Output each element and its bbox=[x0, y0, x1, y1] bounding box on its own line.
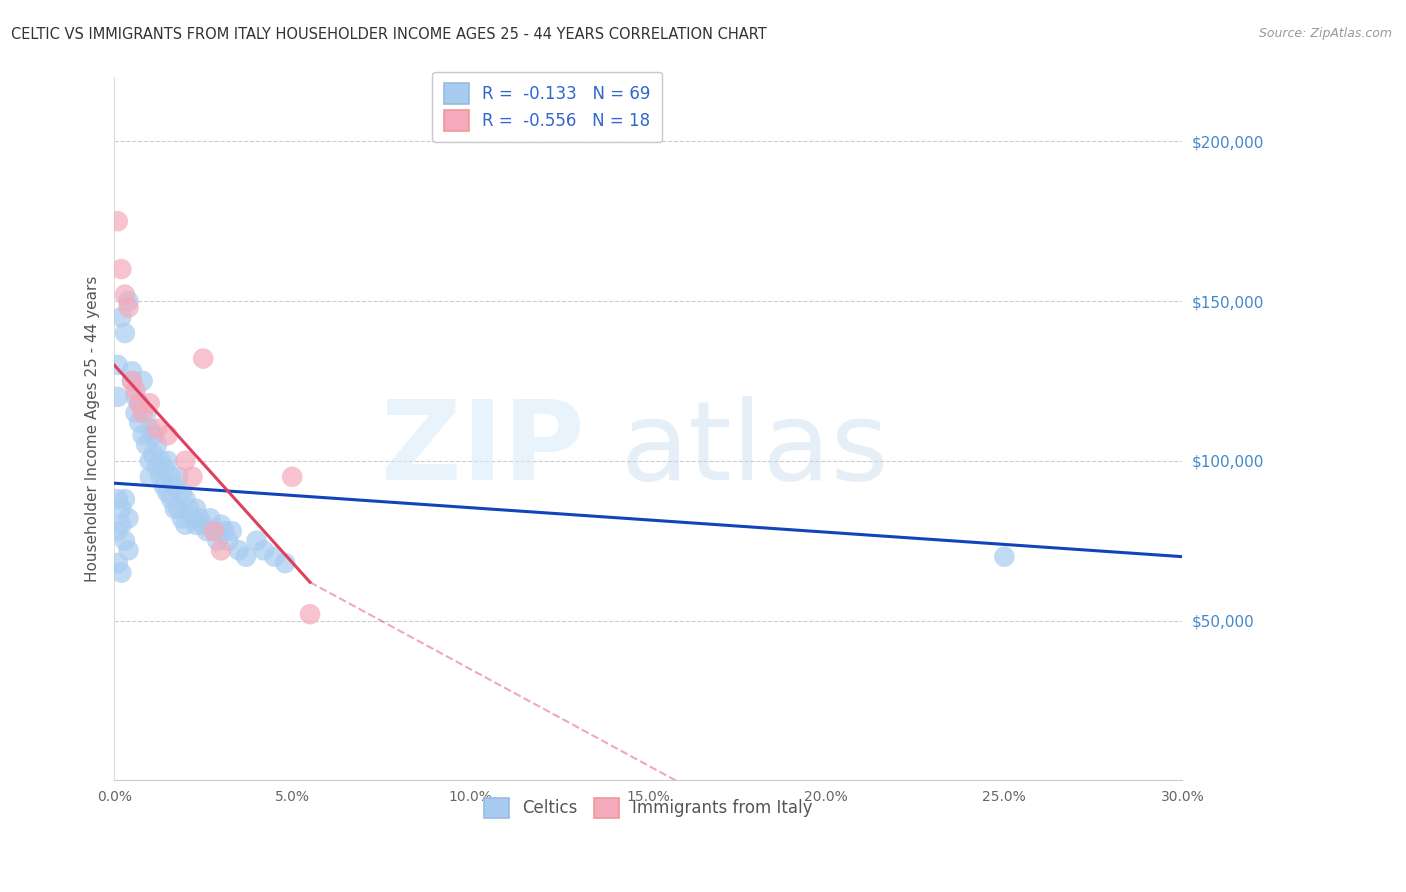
Text: ZIP: ZIP bbox=[381, 396, 583, 503]
Point bbox=[149, 470, 172, 484]
Point bbox=[167, 501, 190, 516]
Point bbox=[170, 485, 193, 500]
Point bbox=[107, 524, 129, 538]
Point bbox=[993, 549, 1015, 564]
Point bbox=[263, 549, 285, 564]
Legend: Celtics, Immigrants from Italy: Celtics, Immigrants from Italy bbox=[477, 791, 820, 825]
Point bbox=[274, 556, 297, 570]
Point bbox=[139, 470, 162, 484]
Point bbox=[135, 406, 157, 420]
Point bbox=[124, 384, 146, 398]
Point bbox=[188, 511, 211, 525]
Point bbox=[209, 543, 232, 558]
Point bbox=[181, 470, 204, 484]
Point bbox=[146, 438, 169, 452]
Point bbox=[160, 492, 183, 507]
Point bbox=[110, 262, 132, 277]
Point bbox=[163, 501, 186, 516]
Point bbox=[202, 524, 225, 538]
Point bbox=[174, 492, 197, 507]
Point bbox=[193, 351, 215, 366]
Point bbox=[124, 390, 146, 404]
Point bbox=[235, 549, 257, 564]
Point bbox=[107, 492, 129, 507]
Point bbox=[114, 287, 136, 301]
Point bbox=[209, 517, 232, 532]
Point bbox=[281, 470, 304, 484]
Point bbox=[121, 374, 143, 388]
Point bbox=[298, 607, 321, 622]
Point bbox=[246, 533, 269, 548]
Y-axis label: Householder Income Ages 25 - 44 years: Householder Income Ages 25 - 44 years bbox=[86, 276, 100, 582]
Point bbox=[228, 543, 250, 558]
Point bbox=[139, 454, 162, 468]
Point bbox=[107, 390, 129, 404]
Point bbox=[107, 358, 129, 372]
Point bbox=[149, 454, 172, 468]
Point bbox=[195, 524, 218, 538]
Point bbox=[114, 533, 136, 548]
Point bbox=[128, 396, 150, 410]
Point bbox=[156, 454, 179, 468]
Point bbox=[124, 406, 146, 420]
Point bbox=[121, 364, 143, 378]
Point bbox=[184, 517, 207, 532]
Point bbox=[181, 511, 204, 525]
Point bbox=[153, 460, 176, 475]
Point bbox=[121, 374, 143, 388]
Point bbox=[110, 501, 132, 516]
Point bbox=[117, 543, 139, 558]
Point bbox=[200, 511, 222, 525]
Point bbox=[142, 447, 165, 461]
Point bbox=[217, 533, 239, 548]
Point bbox=[117, 294, 139, 309]
Point bbox=[139, 396, 162, 410]
Point bbox=[128, 396, 150, 410]
Point bbox=[117, 301, 139, 315]
Point bbox=[131, 374, 153, 388]
Point bbox=[114, 326, 136, 340]
Point bbox=[117, 511, 139, 525]
Point bbox=[177, 501, 200, 516]
Point bbox=[114, 492, 136, 507]
Point bbox=[128, 416, 150, 430]
Point bbox=[156, 428, 179, 442]
Point bbox=[156, 485, 179, 500]
Point bbox=[170, 511, 193, 525]
Point bbox=[167, 470, 190, 484]
Text: CELTIC VS IMMIGRANTS FROM ITALY HOUSEHOLDER INCOME AGES 25 - 44 YEARS CORRELATIO: CELTIC VS IMMIGRANTS FROM ITALY HOUSEHOL… bbox=[11, 27, 768, 42]
Point bbox=[142, 428, 165, 442]
Point bbox=[146, 460, 169, 475]
Point bbox=[202, 524, 225, 538]
Point bbox=[253, 543, 276, 558]
Point bbox=[214, 524, 236, 538]
Point bbox=[174, 517, 197, 532]
Point bbox=[110, 566, 132, 580]
Point bbox=[110, 310, 132, 324]
Point bbox=[146, 422, 169, 436]
Point bbox=[221, 524, 243, 538]
Point bbox=[131, 406, 153, 420]
Point bbox=[110, 517, 132, 532]
Point bbox=[131, 428, 153, 442]
Point bbox=[193, 517, 215, 532]
Point bbox=[135, 438, 157, 452]
Point bbox=[163, 479, 186, 493]
Point bbox=[153, 479, 176, 493]
Text: atlas: atlas bbox=[621, 396, 890, 503]
Text: Source: ZipAtlas.com: Source: ZipAtlas.com bbox=[1258, 27, 1392, 40]
Point bbox=[107, 214, 129, 228]
Point bbox=[184, 501, 207, 516]
Point bbox=[139, 422, 162, 436]
Point bbox=[107, 556, 129, 570]
Point bbox=[174, 454, 197, 468]
Point bbox=[160, 470, 183, 484]
Point bbox=[207, 533, 229, 548]
